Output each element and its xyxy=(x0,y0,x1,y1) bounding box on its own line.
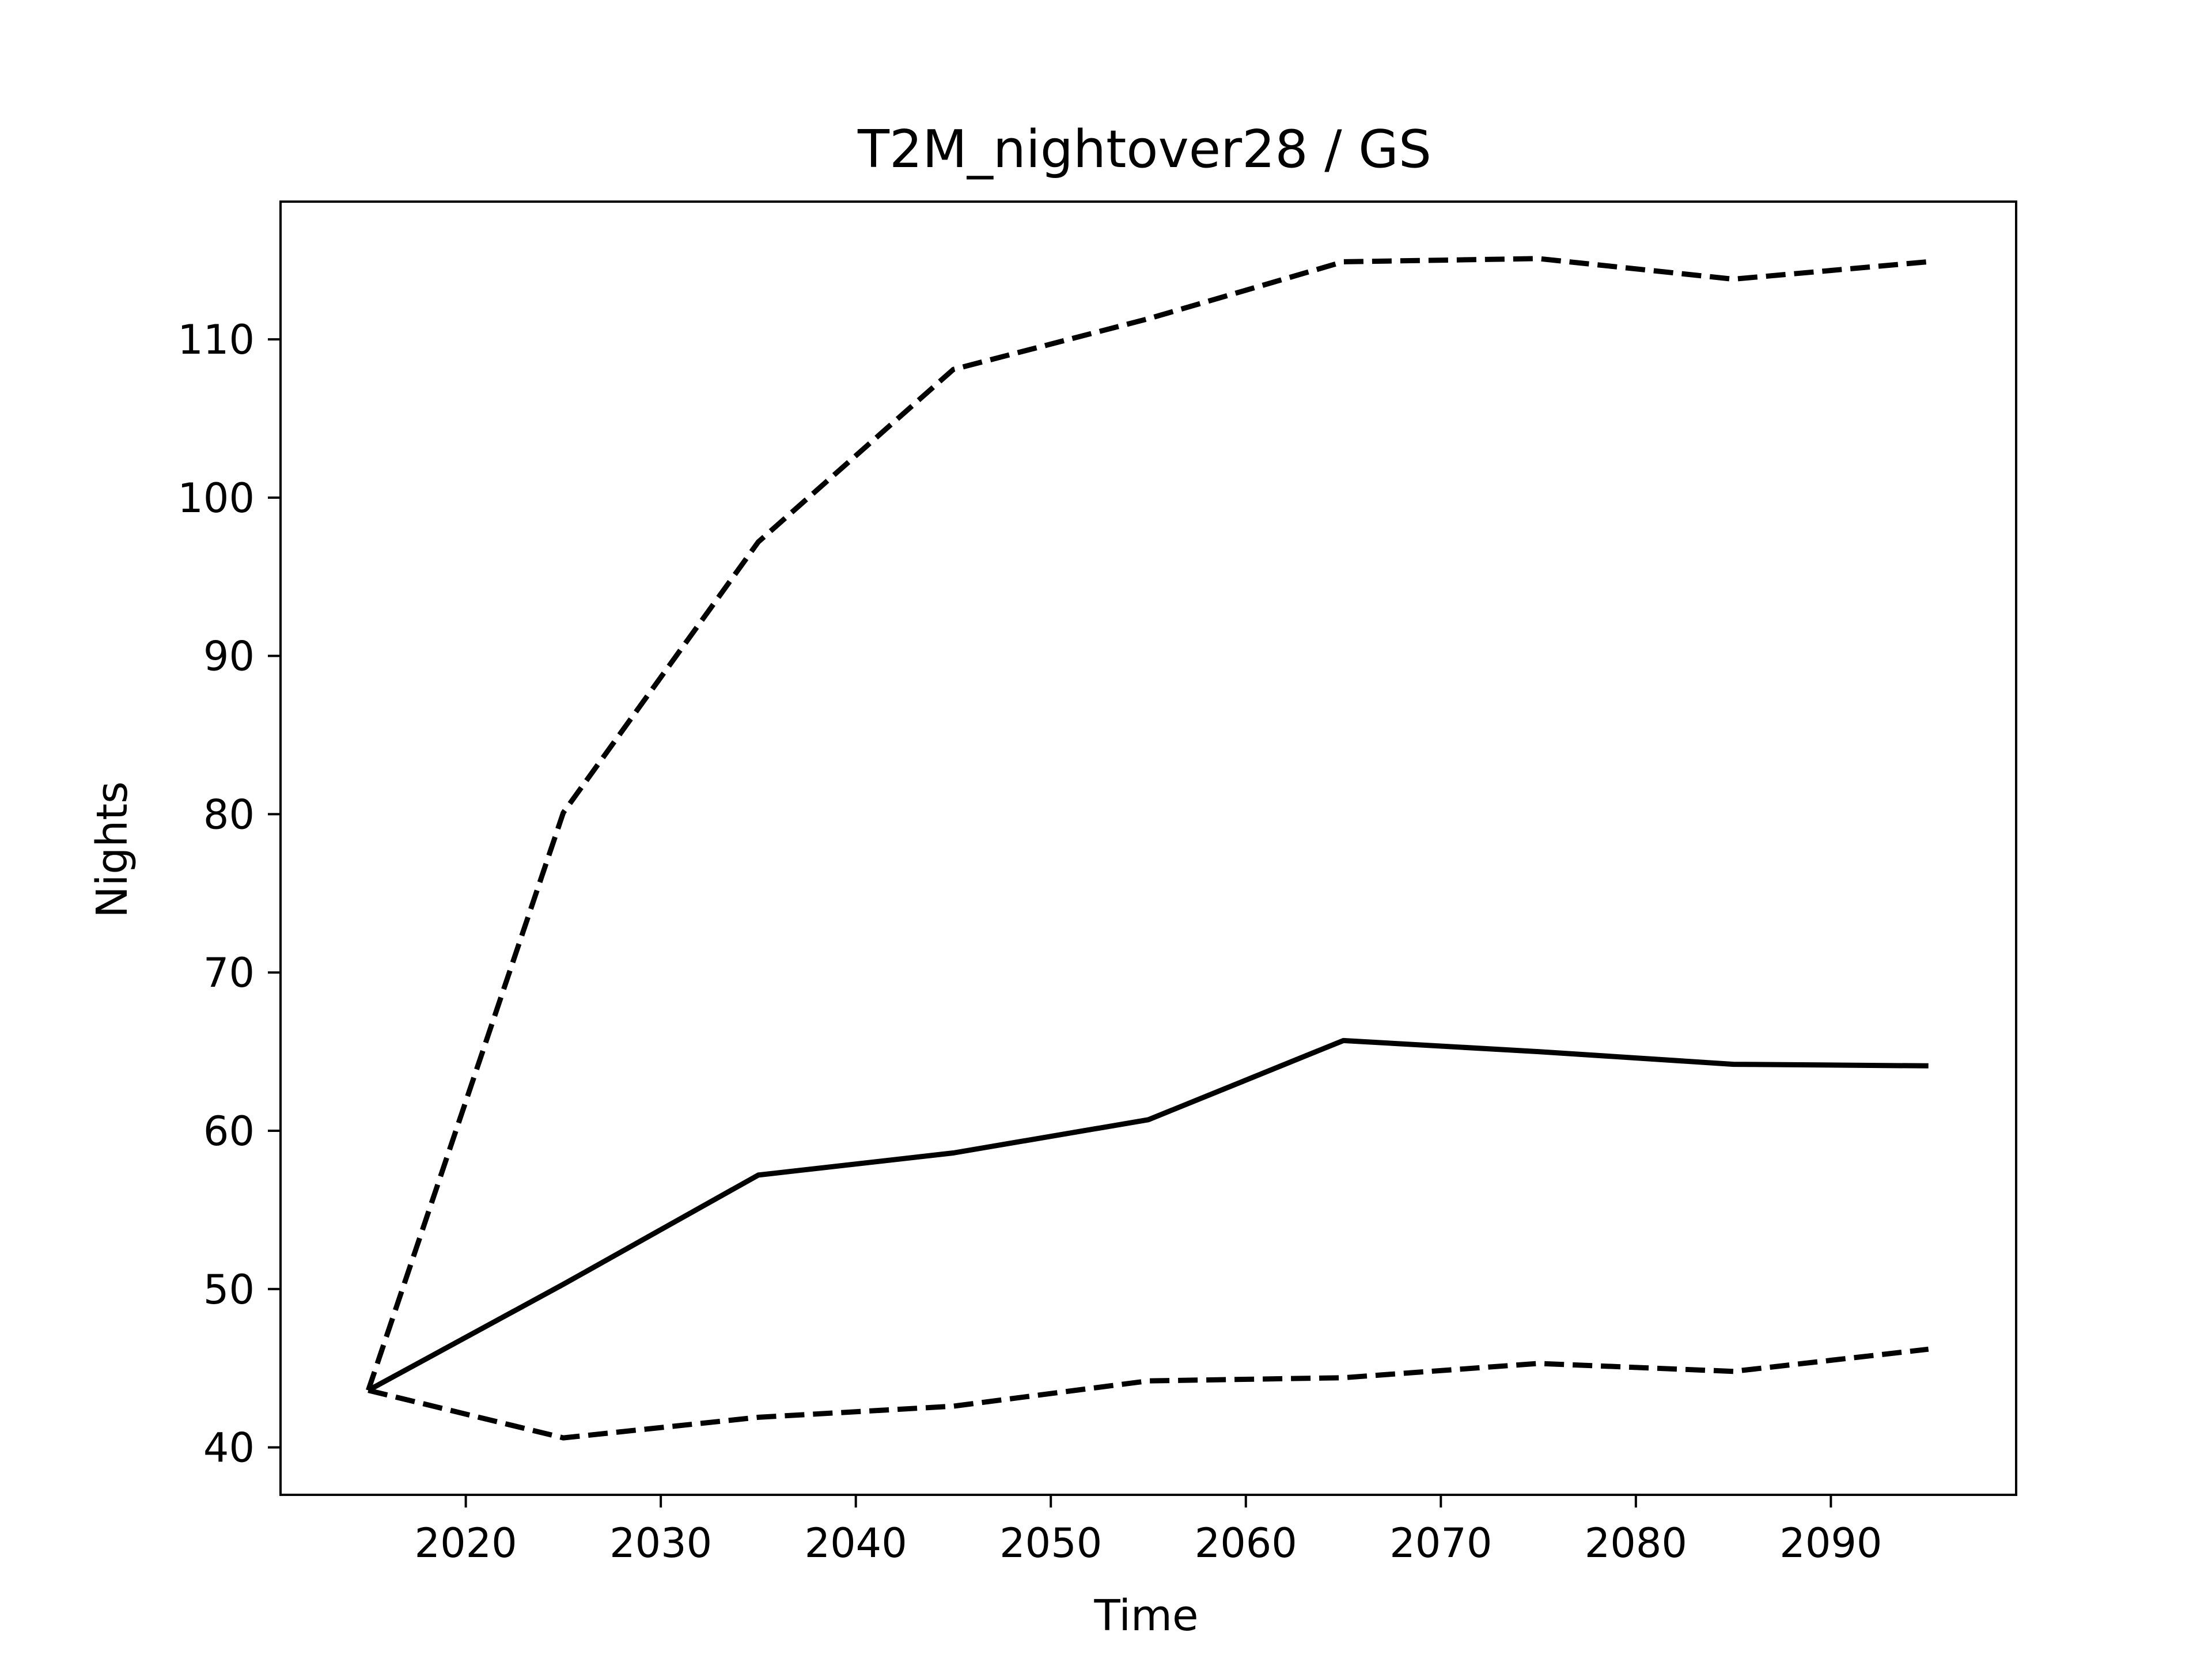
y-tick-label: 40 xyxy=(203,1425,255,1472)
series-line-1 xyxy=(366,256,1929,1392)
series-layer xyxy=(366,256,1929,1441)
y-tick-label: 60 xyxy=(203,1108,255,1155)
y-axis-label: Nights xyxy=(88,781,137,918)
chart-title: T2M_nightover28 / GS xyxy=(857,119,1431,180)
x-tick-label: 2060 xyxy=(1195,1520,1297,1567)
x-tick-label: 2080 xyxy=(1585,1520,1687,1567)
y-tick-label: 80 xyxy=(203,791,255,838)
x-axis: 2020 2030 2040 2050 2060 2070 2080 2090 xyxy=(415,1495,1882,1567)
x-tick-label: 2050 xyxy=(999,1520,1102,1567)
x-axis-label: Time xyxy=(1093,1591,1198,1641)
y-tick-label: 50 xyxy=(203,1266,255,1313)
series-line-2 xyxy=(367,1037,1929,1393)
plot-frame xyxy=(279,200,2017,1496)
y-tick-label: 110 xyxy=(177,316,255,363)
x-tick-label: 2040 xyxy=(805,1520,907,1567)
series-line-3 xyxy=(368,1346,1929,1441)
y-tick-label: 70 xyxy=(203,949,255,997)
x-tick-label: 2030 xyxy=(609,1520,712,1567)
y-tick-label: 90 xyxy=(203,633,255,680)
y-tick-label: 100 xyxy=(177,475,255,522)
x-tick-label: 2090 xyxy=(1779,1520,1882,1567)
y-axis: 40 50 60 70 80 90 100 110 xyxy=(177,316,281,1472)
x-tick-label: 2070 xyxy=(1389,1520,1492,1567)
x-tick-label: 2020 xyxy=(415,1520,517,1567)
